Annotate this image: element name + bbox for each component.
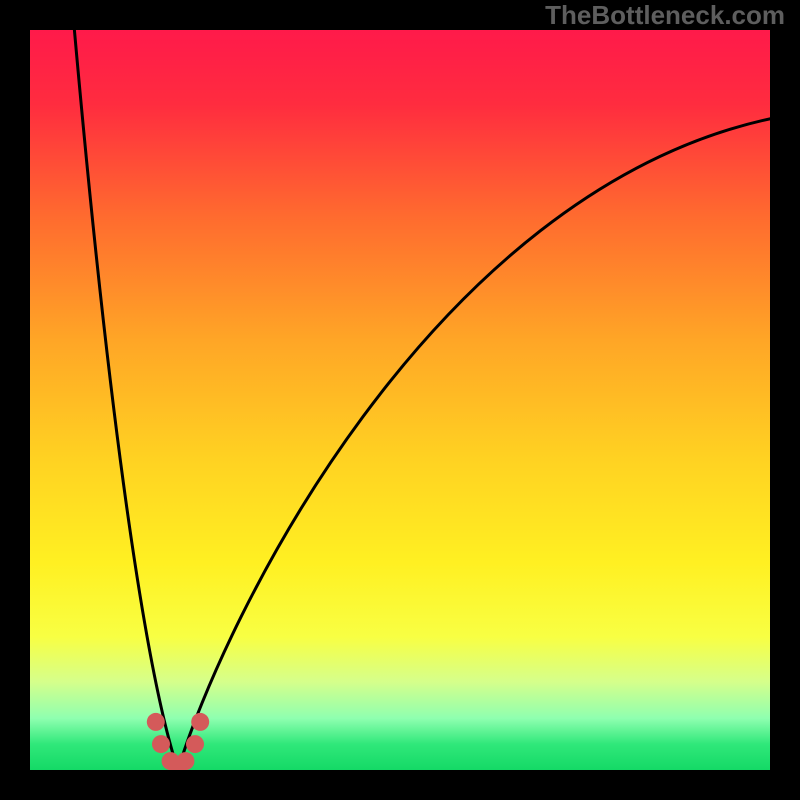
dip-marker: [186, 735, 204, 753]
dip-marker: [191, 713, 209, 731]
bottleneck-curve-path: [74, 30, 770, 770]
dip-marker: [152, 735, 170, 753]
plot-area: [30, 30, 770, 770]
dip-marker-group: [147, 713, 209, 770]
bottleneck-curve-svg: [30, 30, 770, 770]
dip-marker: [176, 752, 194, 770]
watermark-text: TheBottleneck.com: [545, 0, 785, 31]
dip-marker: [147, 713, 165, 731]
